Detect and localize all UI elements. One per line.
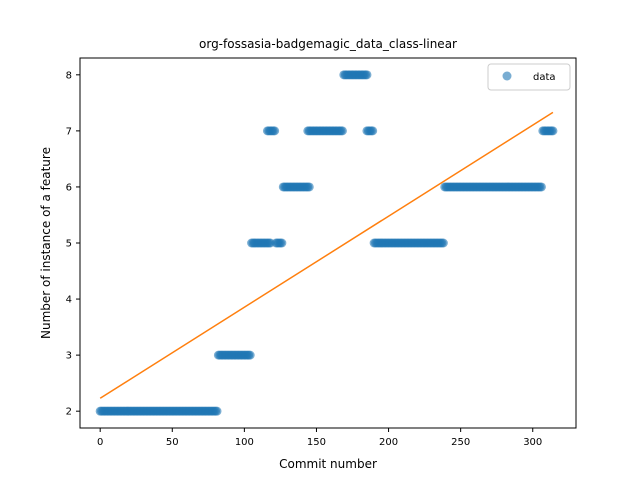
data-point xyxy=(245,350,255,360)
legend: data xyxy=(487,63,571,91)
x-tick-label: 0 xyxy=(97,437,103,448)
data-point xyxy=(368,126,378,136)
y-tick-label: 5 xyxy=(66,239,72,250)
y-tick-label: 8 xyxy=(66,70,72,81)
chart-title: org-fossasia-badgemagic_data_class-linea… xyxy=(199,37,457,51)
data-point xyxy=(212,406,222,416)
y-axis: 2 3 4 5 6 7 8 xyxy=(66,70,80,418)
x-axis: 0 50 100 150 200 250 300 xyxy=(97,428,542,448)
data-point xyxy=(270,126,280,136)
x-tick-label: 100 xyxy=(235,437,254,448)
y-tick-label: 2 xyxy=(66,407,72,418)
data-point xyxy=(536,182,546,192)
x-tick-label: 50 xyxy=(166,437,179,448)
y-tick-label: 6 xyxy=(66,182,72,193)
x-tick-label: 150 xyxy=(307,437,326,448)
legend-label-data: data xyxy=(533,72,556,83)
x-tick-label: 200 xyxy=(379,437,398,448)
linear-fit-line xyxy=(99,111,554,399)
x-tick-label: 250 xyxy=(451,437,470,448)
legend-marker-data xyxy=(502,71,512,81)
x-axis-label: Commit number xyxy=(279,457,377,471)
data-point xyxy=(438,238,448,248)
data-point xyxy=(304,182,314,192)
plot-area xyxy=(95,70,558,416)
y-tick-label: 7 xyxy=(66,126,72,137)
y-axis-label: Number of instance of a feature xyxy=(39,147,53,339)
legend-box xyxy=(487,63,571,91)
data-point xyxy=(362,70,372,80)
x-tick-label: 300 xyxy=(523,437,542,448)
data-point xyxy=(337,126,347,136)
y-tick-label: 4 xyxy=(66,295,72,306)
data-point xyxy=(548,126,558,136)
y-tick-label: 3 xyxy=(66,351,72,362)
data-point xyxy=(277,238,287,248)
